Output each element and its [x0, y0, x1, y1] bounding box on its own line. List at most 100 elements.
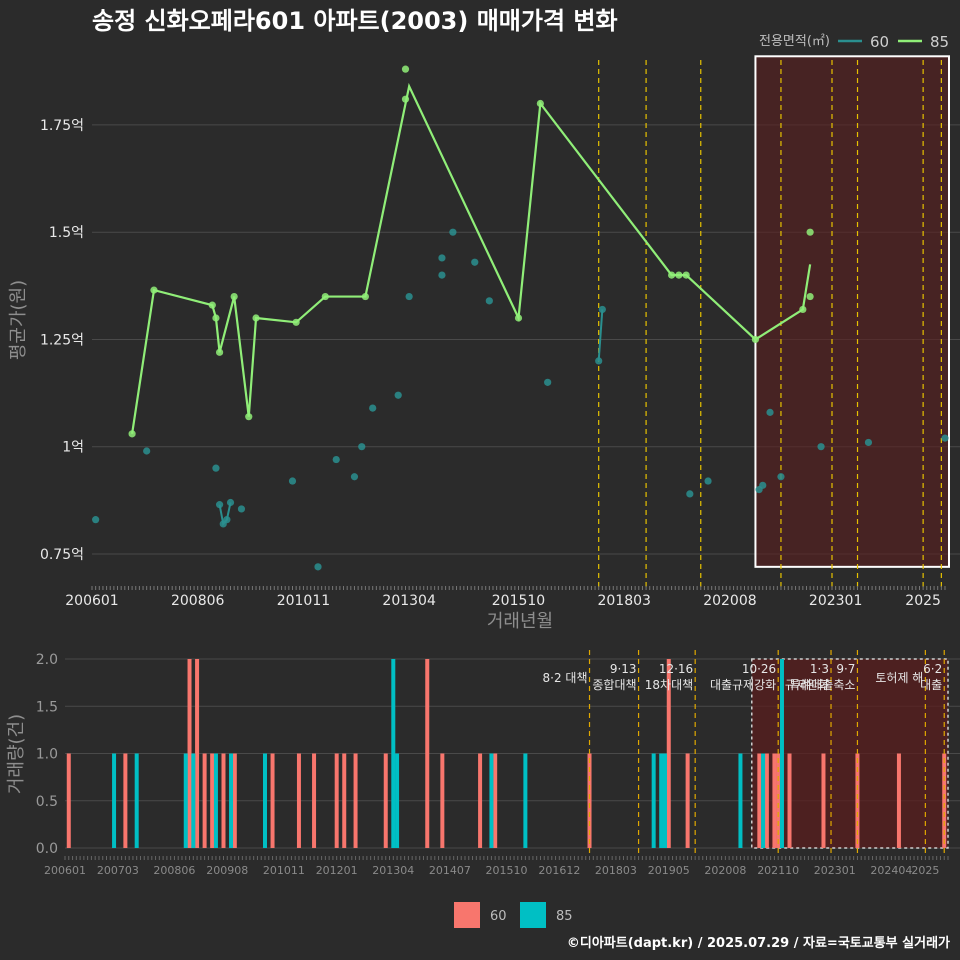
series-60-point — [332, 455, 340, 464]
volume-x-tick: 201201 — [316, 864, 358, 877]
series-60-point — [369, 404, 377, 412]
series-60-point — [438, 254, 446, 262]
policy-label: 대출 — [920, 678, 942, 692]
volume-y-axis-title: 거래량(건) — [6, 714, 27, 794]
price-x-tick: 202301 — [809, 593, 862, 609]
volume-x-tick: 200806 — [153, 864, 195, 877]
volume-x-tick: 200908 — [206, 864, 248, 877]
volume-bar-85 — [191, 753, 196, 848]
volume-bar-60 — [312, 753, 317, 848]
series-85-point — [751, 335, 760, 344]
volume-bar-60 — [942, 753, 947, 848]
volume-y-tick: 1.0 — [36, 747, 58, 763]
series-85-point — [321, 292, 329, 301]
price-panel: 0.75억 1억 1.25억 1.5억 1.75억 200601 200806 201011 2… — [8, 55, 960, 632]
volume-bar-60 — [296, 753, 301, 848]
volume-bar-85 — [112, 753, 117, 848]
volume-bar-85 — [229, 753, 234, 848]
volume-bar-60 — [776, 753, 781, 848]
volume-bar-85 — [662, 753, 667, 848]
volume-bar-60 — [232, 753, 237, 848]
volume-bar-60 — [210, 753, 215, 848]
series-60-point — [817, 443, 825, 451]
series-85-point — [806, 228, 814, 236]
series-85-point — [361, 292, 369, 301]
series-85-point — [799, 305, 807, 314]
volume-y-tick: 0.5 — [36, 794, 58, 810]
volume-x-tick: 200703 — [97, 864, 139, 877]
series-85-point — [401, 65, 410, 73]
series-85-point — [536, 99, 544, 108]
price-x-tick: 201803 — [597, 593, 650, 609]
price-x-tick: 201011 — [277, 593, 330, 609]
series-85-point — [128, 430, 136, 438]
price-y-axis-title: 평균가(원) — [8, 280, 29, 360]
price-y-tick: 1.25억 — [40, 332, 84, 348]
series-60-point — [766, 408, 774, 416]
caption: ©디아파트(dapt.kr) / 2025.07.29 / 자료=국토교통부 실… — [567, 935, 950, 951]
volume-bar-60 — [440, 753, 445, 848]
volume-bar-85 — [183, 753, 188, 848]
series-60-point — [704, 477, 712, 485]
volume-bar-60 — [221, 753, 226, 848]
volume-x-tick: 202008 — [704, 864, 746, 877]
policy-label: 9·7 — [836, 662, 855, 676]
policy-label: 1·3 — [810, 662, 829, 676]
volume-bar-60 — [772, 753, 777, 848]
series-85-point — [675, 271, 683, 279]
volume-bar-60 — [187, 659, 192, 848]
series-85-point — [682, 271, 690, 279]
volume-bar-60 — [493, 753, 498, 848]
volume-bar-60 — [383, 753, 388, 848]
volume-bar-60 — [757, 753, 762, 848]
price-x-tick: 201304 — [382, 593, 436, 609]
series-60-point — [544, 378, 552, 386]
series-60-point — [686, 490, 694, 498]
series-85-line — [131, 82, 812, 435]
volume-x-tick: 201304 — [372, 864, 414, 877]
series-85-point — [806, 292, 814, 301]
series-60-line — [597, 309, 604, 361]
volume-highlight-box — [751, 658, 949, 849]
volume-x-tick: 201905 — [648, 864, 690, 877]
volume-bar-60 — [202, 753, 207, 848]
series-60-point — [358, 443, 366, 451]
series-60-point — [759, 481, 767, 489]
policy-label: 규제완화 — [785, 678, 829, 692]
volume-bar-60 — [587, 753, 592, 848]
volume-bar-60 — [764, 753, 769, 848]
price-y-tick: 1.75억 — [40, 118, 84, 134]
series-85-point — [150, 286, 158, 294]
series-60-point — [485, 297, 493, 305]
price-x-tick: 201510 — [492, 593, 545, 609]
volume-bar-60 — [353, 753, 358, 848]
legend-bottom-label-85: 85 — [556, 909, 573, 924]
series-60-point — [223, 516, 231, 524]
price-x-tick: 202008 — [703, 593, 756, 609]
volume-x-tick: 201803 — [595, 864, 637, 877]
volume-bar-60 — [425, 659, 430, 848]
volume-x-tick: 201612 — [538, 864, 580, 877]
price-x-axis-title: 거래년월 — [487, 611, 553, 632]
price-x-tick: 200806 — [171, 593, 225, 609]
price-x-tick: 200601 — [65, 593, 118, 609]
volume-bar-85 — [391, 659, 396, 848]
chart-title: 송정 신화오페라601 아파트(2003) 매매가격 변화 — [92, 7, 618, 35]
series-85-point — [401, 95, 410, 103]
volume-bar-85 — [213, 753, 218, 848]
volume-bar-85 — [395, 753, 400, 848]
volume-x-tick: 202404 — [870, 864, 912, 877]
policy-label: 12·16 — [659, 662, 693, 676]
series-60-point — [777, 473, 785, 481]
series-85-point — [514, 314, 523, 322]
volume-bar-85 — [738, 753, 743, 848]
volume-x-tick: 202301 — [814, 864, 856, 877]
volume-bar-85 — [489, 753, 494, 848]
series-60-point — [471, 258, 479, 266]
volume-bar-60 — [821, 753, 826, 848]
series-60-point — [226, 498, 235, 507]
series-60-point — [143, 447, 151, 455]
volume-bar-85 — [134, 753, 139, 848]
price-y-tick: 1.5억 — [49, 225, 84, 241]
series-85-point — [252, 314, 260, 322]
